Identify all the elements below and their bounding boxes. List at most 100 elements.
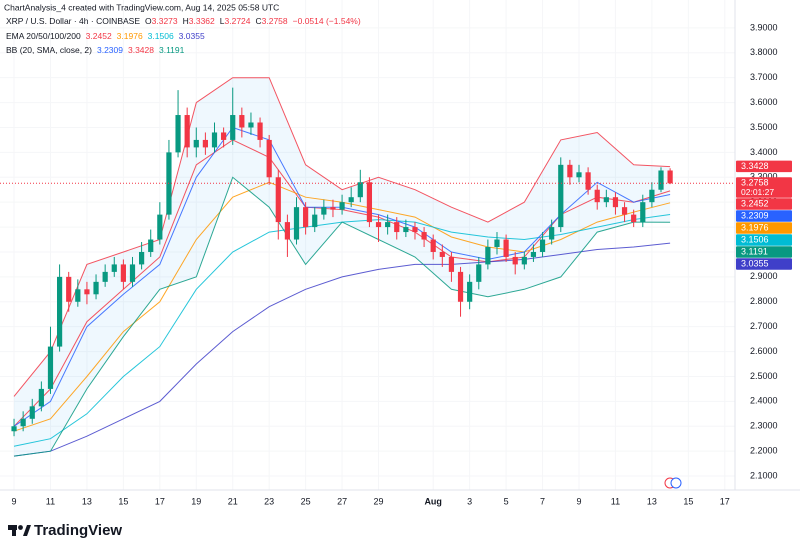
candle-body bbox=[84, 289, 90, 295]
price-badge-label: 3.2452 bbox=[741, 199, 769, 209]
candle-body bbox=[29, 406, 35, 419]
x-tick-label: 21 bbox=[228, 496, 238, 506]
symbol: XRP / U.S. Dollar · 4h · COINBASE bbox=[6, 16, 140, 26]
y-tick-label: 2.4000 bbox=[750, 396, 778, 406]
x-tick-label: 5 bbox=[504, 496, 509, 506]
x-tick-label: 19 bbox=[191, 496, 201, 506]
candle-body bbox=[47, 346, 54, 389]
candle-body bbox=[649, 189, 655, 203]
price-badge-label: 3.1976 bbox=[741, 223, 769, 233]
candle-body bbox=[503, 239, 509, 257]
candle-body bbox=[485, 246, 491, 265]
x-tick-label: 15 bbox=[683, 496, 693, 506]
candle-body bbox=[494, 239, 500, 247]
candle-body bbox=[211, 132, 218, 148]
y-tick-label: 2.8000 bbox=[750, 296, 778, 306]
candle-body bbox=[303, 207, 309, 228]
candle-body bbox=[257, 122, 263, 140]
candle-body bbox=[148, 239, 154, 252]
candle-body bbox=[102, 271, 108, 282]
candle-body bbox=[421, 232, 427, 240]
candle-body bbox=[339, 202, 345, 210]
legend-ema: EMA 20/50/100/200 3.2452 3.1976 3.1506 3.035… bbox=[6, 31, 205, 41]
candle-body bbox=[93, 281, 99, 295]
candle-body bbox=[521, 256, 527, 265]
y-tick-label: 3.5000 bbox=[750, 122, 778, 132]
price-badge bbox=[736, 222, 792, 234]
candle-body bbox=[539, 239, 546, 252]
candle-body bbox=[266, 139, 272, 178]
x-tick-label: 9 bbox=[12, 496, 17, 506]
y-tick-label: 3.8000 bbox=[750, 47, 778, 57]
y-tick-label: 2.3000 bbox=[750, 421, 778, 431]
candle-body bbox=[603, 197, 609, 203]
candle-body bbox=[430, 239, 436, 252]
price-badge bbox=[736, 160, 792, 173]
candle-body bbox=[476, 264, 482, 282]
candle-body bbox=[184, 115, 190, 148]
candle-body bbox=[239, 115, 245, 128]
candle-body bbox=[576, 172, 582, 178]
x-tick-label: 25 bbox=[301, 496, 311, 506]
price-badges: 3.2452 3.1976 3.1506 3.0355 3.2309 3.3428 3.11… bbox=[736, 160, 792, 270]
candle-body bbox=[139, 251, 145, 265]
candle-body bbox=[640, 202, 646, 223]
y-tick-label: 2.2000 bbox=[750, 446, 778, 456]
candle-body bbox=[667, 170, 673, 184]
candle-body bbox=[129, 264, 136, 282]
y-tick-label: 3.7000 bbox=[750, 72, 778, 82]
candle-body bbox=[530, 251, 537, 257]
y-tick-label: 2.6000 bbox=[750, 346, 778, 356]
candle-body bbox=[275, 177, 281, 223]
x-tick-label: 13 bbox=[82, 496, 92, 506]
price-badge-label: 3.2758 bbox=[741, 178, 769, 188]
ohlc-value: 3.2724 bbox=[225, 16, 251, 26]
candle-body bbox=[293, 207, 300, 240]
candle-body bbox=[549, 227, 555, 240]
candle-body bbox=[348, 197, 354, 203]
bb-value: 3.3428 bbox=[128, 45, 154, 55]
candle-body bbox=[385, 222, 391, 228]
legend-bb: BB (20, SMA, close, 2) 3.2309 3.3428 3.1191 bbox=[6, 45, 185, 55]
candle-body bbox=[284, 222, 291, 240]
candle-body bbox=[175, 115, 181, 153]
candle-body bbox=[412, 227, 418, 233]
candle-body bbox=[111, 264, 117, 272]
candle-body bbox=[612, 197, 619, 208]
candle-body bbox=[457, 271, 464, 302]
axes: 2.1000 2.2000 2.3000 2.4000 2.5000 2.6000 2.70… bbox=[12, 22, 778, 506]
price-badge bbox=[736, 210, 792, 222]
price-badge bbox=[736, 246, 792, 258]
price-badge-label: 3.0355 bbox=[741, 259, 769, 269]
y-tick-label: 3.6000 bbox=[750, 97, 778, 107]
candle-body bbox=[467, 281, 473, 302]
candle-body bbox=[658, 170, 664, 190]
logo-mark bbox=[23, 525, 31, 536]
candle-body bbox=[312, 214, 318, 228]
price-badge-label: 3.1506 bbox=[741, 235, 769, 245]
ohlc-label: L bbox=[220, 16, 225, 26]
plot-area bbox=[0, 77, 735, 457]
legend-ohlc: XRP / U.S. Dollar · 4h · COINBASE O3.3273… bbox=[6, 16, 361, 26]
price-badge bbox=[736, 198, 792, 210]
y-tick-label: 2.7000 bbox=[750, 321, 778, 331]
ohlc-label: C bbox=[256, 16, 262, 26]
price-badge-label: 3.2309 bbox=[741, 211, 769, 221]
bb-line bbox=[13, 176, 671, 457]
x-tick-label: 13 bbox=[647, 496, 657, 506]
x-tick-label: 17 bbox=[155, 496, 165, 506]
candle-body bbox=[66, 276, 72, 302]
logo-mark bbox=[18, 525, 23, 530]
price-badge bbox=[736, 234, 792, 246]
ema-value: 3.0355 bbox=[179, 31, 205, 41]
x-tick-label: 11 bbox=[611, 496, 620, 506]
x-tick-label: 9 bbox=[576, 496, 581, 506]
ema-line bbox=[13, 242, 671, 457]
candle-body bbox=[221, 132, 227, 140]
x-tick-label: Aug bbox=[424, 496, 442, 506]
bb-value: 3.1191 bbox=[159, 45, 185, 55]
x-tick-label: 29 bbox=[374, 496, 384, 506]
candle-body bbox=[567, 164, 573, 178]
bb-line bbox=[13, 77, 671, 397]
price-badge-label: 3.3428 bbox=[741, 161, 769, 171]
